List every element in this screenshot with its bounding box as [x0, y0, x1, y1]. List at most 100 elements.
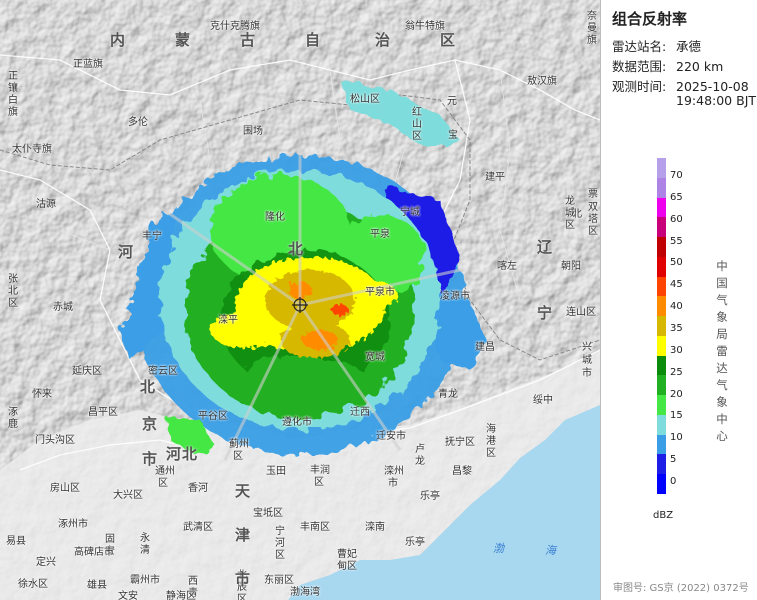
region-label: 河北: [166, 445, 199, 463]
place-label: 通州: [155, 466, 175, 477]
legend-swatch: [657, 237, 666, 257]
place-label: 建昌: [475, 342, 495, 353]
place-label: 涿州市: [58, 519, 88, 530]
legend-tick-label: 65: [670, 191, 683, 203]
legend-tick-label: 20: [670, 388, 683, 400]
place-label: 蓟州: [229, 439, 249, 450]
place-label: 城: [582, 355, 592, 366]
organization-char: 达: [716, 361, 728, 375]
range-row: 数据范围: 220 km: [612, 56, 723, 75]
time-row: 观测时间: 2025-10-08: [612, 76, 749, 95]
place-label: 玉田: [266, 466, 286, 477]
place-label: 永: [140, 533, 150, 544]
place-label: 迁西: [350, 407, 370, 418]
place-label: 建平: [485, 172, 505, 183]
legend-swatch: [657, 395, 666, 415]
place-label: 密云区: [148, 366, 178, 377]
place-label: 东丽区: [264, 575, 294, 586]
time-date: 2025-10-08: [676, 79, 749, 94]
region-label: 北: [140, 378, 157, 396]
place-label: 静海区: [166, 591, 196, 600]
region-label: 内: [110, 31, 127, 49]
place-label: 隆化: [265, 212, 285, 223]
place-label: 丰宁: [142, 231, 162, 242]
legend-tick-label: 50: [670, 257, 683, 269]
time-label: 观测时间:: [612, 79, 667, 94]
region-label: 古: [240, 31, 257, 49]
province-border: [0, 94, 600, 361]
region-label: 北: [288, 240, 305, 258]
place-label: 平谷区: [198, 411, 228, 422]
place-label: 北: [237, 570, 247, 581]
organization-char: 气: [716, 378, 728, 392]
place-label: 宽城: [365, 352, 385, 363]
place-label: 宝: [448, 130, 458, 141]
region-label: 京: [142, 415, 159, 433]
place-label: 凌源市: [440, 291, 470, 302]
place-label: 太仆寺旗: [12, 144, 52, 155]
organization-char: 局: [716, 327, 728, 341]
place-label: 武清区: [183, 522, 213, 533]
region-label: 辽: [537, 238, 554, 256]
region-label: 市: [142, 450, 159, 468]
legend-tick-label: 60: [670, 213, 683, 225]
radar-map[interactable]: 克什克腾旗 翁牛特旗奈曼旗正蓝旗 敖汉旗正镶白旗松山区元红山区宝多伦 围场 太仆寺旗 建平…: [0, 0, 601, 600]
place-label: 青龙: [438, 389, 458, 400]
place-label: 曼: [587, 23, 597, 34]
place-label: 房山区: [50, 483, 80, 494]
radar-echo: [120, 80, 485, 461]
region-label: 津: [235, 526, 252, 544]
place-label: 翁牛特旗: [405, 21, 445, 32]
place-label: 霸州市: [130, 575, 160, 586]
legend-swatch: [657, 256, 666, 277]
sea-area: [288, 405, 600, 600]
place-label: 滦州: [384, 466, 404, 477]
time-clock: 19:48:00 BJT: [676, 93, 757, 108]
place-label: 宝坻区: [253, 508, 283, 519]
legend-tick-label: 45: [670, 279, 683, 291]
organization-char: 气: [716, 293, 728, 307]
place-label: 区: [237, 594, 247, 600]
place-label: 市: [388, 478, 398, 489]
place-label: 塔: [588, 214, 598, 225]
region-label: 自: [305, 31, 322, 49]
place-label: 区: [412, 131, 422, 142]
place-label: 区: [565, 220, 575, 231]
place-label: 正蓝旗: [73, 59, 103, 70]
place-label: 龙: [565, 196, 575, 207]
sea-label: 渤: [493, 542, 504, 555]
place-label: 北: [8, 286, 18, 297]
organization-char: 中: [716, 259, 728, 273]
organization-char: 雷: [716, 344, 728, 358]
legend-swatch: [657, 276, 666, 297]
place-label: 昌平区: [88, 407, 118, 418]
place-label: 松山区: [350, 94, 380, 105]
place-label: 绥中: [533, 395, 553, 406]
region-label: 蒙: [175, 31, 192, 49]
organization-label: 中国气象局雷达气象中心: [715, 258, 729, 445]
place-label: 遵化市: [282, 417, 312, 428]
sea-label: 海: [545, 544, 556, 557]
legend-tick-label: 25: [670, 366, 683, 378]
place-label: 多伦: [128, 117, 148, 128]
place-label: 渤海湾: [290, 587, 320, 598]
place-label: 区: [486, 448, 496, 459]
place-label: 围场: [243, 126, 263, 137]
place-label: 卢: [415, 444, 425, 455]
map-canvas: [0, 0, 600, 600]
organization-char: 象: [716, 310, 728, 324]
place-label: 连山区: [566, 307, 596, 318]
place-label: 区: [588, 226, 598, 237]
place-label: 元: [447, 96, 457, 107]
legend-swatch: [657, 414, 666, 435]
place-label: 文安: [118, 591, 138, 600]
place-label: 大兴区: [113, 490, 143, 501]
place-label: 门头沟区: [35, 435, 75, 446]
place-label: 奈: [587, 11, 597, 22]
legend-tick-label: 30: [670, 344, 683, 356]
place-label: 区: [8, 298, 18, 309]
place-label: 怀来: [32, 389, 52, 400]
place-label: 乐亭: [420, 491, 440, 502]
region-label: 市: [235, 570, 252, 588]
place-label: 固: [105, 534, 115, 545]
